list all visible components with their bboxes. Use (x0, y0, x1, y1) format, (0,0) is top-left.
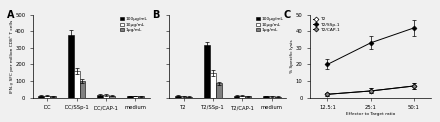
Y-axis label: % Specific lysis: % Specific lysis (290, 39, 294, 73)
Bar (180, 96, 187, 98)
Bar (44, 96, 50, 98)
Bar (234, 96, 239, 98)
Legend: T2, T2/SSp-1, T2/CAP-1: T2, T2/SSp-1, T2/CAP-1 (312, 17, 340, 32)
Bar (80, 81, 85, 98)
Bar (210, 73, 216, 98)
Bar (139, 96, 144, 98)
Bar (269, 96, 275, 98)
Legend: 100μg/mL, 10μg/mL, 1μg/mL: 100μg/mL, 10μg/mL, 1μg/mL (119, 17, 147, 32)
Bar (263, 96, 269, 98)
Bar (175, 96, 180, 98)
Y-axis label: IFN-γ SFC per million CD8⁺ T cells: IFN-γ SFC per million CD8⁺ T cells (9, 20, 14, 93)
Bar (216, 83, 222, 98)
Bar (109, 96, 115, 98)
Bar (187, 97, 192, 98)
Bar (246, 96, 251, 98)
Text: C: C (284, 10, 291, 20)
Bar (275, 97, 281, 98)
Bar (103, 95, 109, 98)
Text: B: B (152, 10, 159, 20)
Legend: 100μg/mL, 10μg/mL, 1μg/mL: 100μg/mL, 10μg/mL, 1μg/mL (256, 17, 284, 32)
Bar (97, 95, 103, 98)
Bar (204, 45, 210, 98)
Bar (38, 96, 44, 98)
Bar (127, 96, 132, 98)
X-axis label: Effector to Target ratio: Effector to Target ratio (346, 112, 395, 116)
Bar (239, 96, 246, 98)
Bar (50, 96, 56, 98)
Bar (132, 96, 139, 98)
Bar (68, 35, 73, 98)
Bar (73, 71, 80, 98)
Text: A: A (7, 10, 15, 20)
